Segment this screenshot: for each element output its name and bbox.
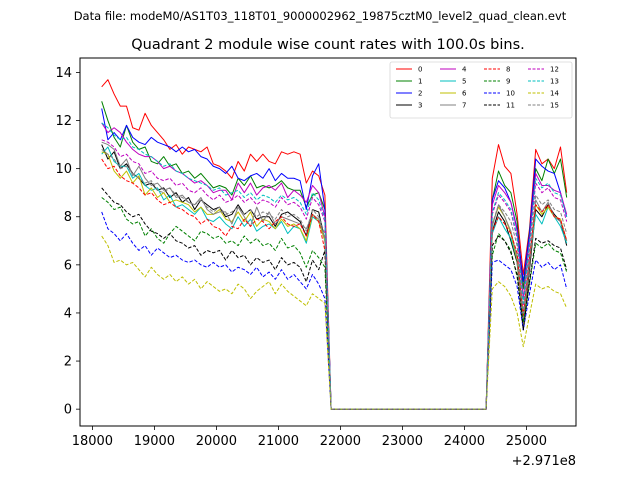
x-tick-label: 22000 (320, 434, 361, 449)
legend-label-11: 11 (506, 102, 515, 110)
chart-title: Quadrant 2 module wise count rates with … (131, 37, 525, 53)
x-tick-label: 19000 (134, 434, 175, 449)
x-tick-label: 24000 (444, 434, 485, 449)
axes-frame (79, 57, 577, 427)
series-line-15 (101, 149, 568, 410)
legend-label-5: 5 (462, 78, 466, 86)
legend-label-0: 0 (418, 66, 422, 74)
y-tick-label: 0 (64, 403, 72, 418)
series-line-12 (101, 139, 568, 410)
y-tick-label: 4 (64, 306, 72, 321)
legend-label-7: 7 (462, 102, 466, 110)
legend-label-4: 4 (462, 66, 467, 74)
y-tick-label: 2 (64, 355, 72, 370)
legend-label-12: 12 (550, 66, 559, 74)
y-tick-label: 14 (55, 66, 72, 81)
legend-label-3: 3 (418, 102, 422, 110)
legend-label-2: 2 (418, 90, 422, 98)
series-line-13 (101, 122, 568, 410)
axis-ticks: 18000 19000 20000 21000 22000 23000 24000 25000… (55, 66, 547, 449)
legend-label-1: 1 (418, 78, 422, 86)
legend-box (389, 61, 573, 119)
legend-label-6: 6 (462, 90, 467, 98)
legend-label-8: 8 (506, 66, 510, 74)
series-line-14 (101, 235, 568, 410)
x-tick-label: 21000 (258, 434, 299, 449)
suptitle: Data file: modeM0/AS1T03_118T01_90000029… (74, 9, 567, 23)
x-tick-label: 20000 (196, 434, 237, 449)
x-tick-label: 25000 (506, 434, 547, 449)
plot-series-group (101, 79, 568, 410)
legend-label-15: 15 (550, 102, 559, 110)
legend-label-9: 9 (506, 78, 510, 86)
x-tick-label: 18000 (72, 434, 113, 449)
y-tick-label: 12 (55, 114, 72, 129)
legend-label-13: 13 (550, 78, 559, 86)
y-tick-label: 8 (64, 210, 72, 225)
y-tick-label: 10 (55, 162, 72, 177)
y-tick-label: 6 (64, 258, 72, 273)
legend-label-14: 14 (550, 90, 559, 98)
x-offset-label: +2.971e8 (512, 454, 576, 469)
x-tick-label: 23000 (382, 434, 423, 449)
legend-label-10: 10 (506, 90, 515, 98)
